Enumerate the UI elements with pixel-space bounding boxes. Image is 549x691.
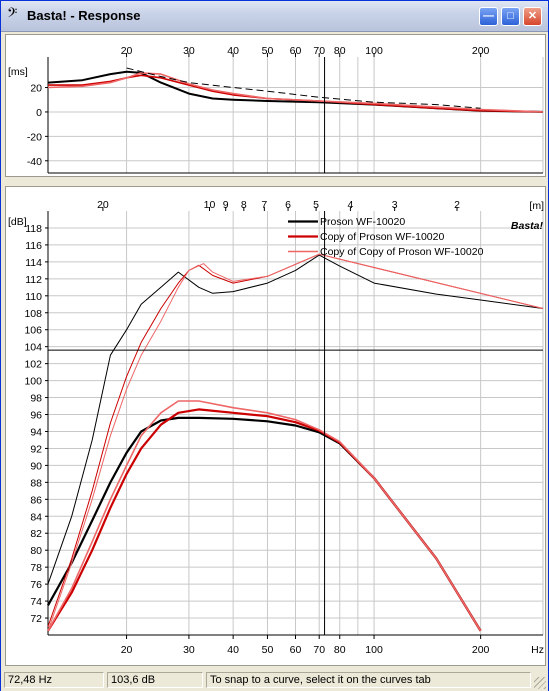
meter-tick-label: 8 xyxy=(241,199,247,211)
meter-tick-label: 6 xyxy=(285,199,291,211)
delay-curve-dashed xyxy=(126,67,481,109)
x-tick-label: 30 xyxy=(183,644,195,656)
meter-tick-label: 20 xyxy=(97,199,109,211)
status-hint: To snap to a curve, select it on the cur… xyxy=(206,672,531,688)
x-tick-label: 50 xyxy=(262,644,274,656)
resize-grip-icon[interactable] xyxy=(534,677,546,689)
minimize-button[interactable]: — xyxy=(479,7,498,26)
max-spl-curve-proson xyxy=(47,254,544,585)
meter-tick-label: 4 xyxy=(347,199,353,211)
meter-tick-label: 5 xyxy=(313,199,319,211)
y-tick-label: 84 xyxy=(30,511,42,523)
x-tick-label: 40 xyxy=(227,644,239,656)
legend-entry: Proson WF-10020 xyxy=(320,216,405,228)
x-tick-label: 50 xyxy=(262,45,274,57)
x-tick-label: 100 xyxy=(365,644,383,656)
response-chart[interactable]: 1181161141121101081061041021009896949290… xyxy=(6,187,546,666)
y-tick-label: 72 xyxy=(30,613,42,625)
meter-tick-label: 2 xyxy=(454,199,460,211)
title-bar[interactable]: 𝄢 Basta! - Response — □ ✕ xyxy=(1,1,548,32)
maximize-icon: □ xyxy=(507,10,514,22)
x-tick-label: 70 xyxy=(313,45,325,57)
y-tick-label: 78 xyxy=(30,562,42,574)
y-tick-label: 108 xyxy=(24,308,42,320)
y-tick-label: 94 xyxy=(30,426,42,438)
meter-tick-label: 10 xyxy=(204,199,216,211)
delay-curve-copy-of-copy xyxy=(47,72,544,113)
y-tick-label: 92 xyxy=(30,443,42,455)
y-tick-label: 76 xyxy=(30,579,42,591)
hz-unit-label: Hz xyxy=(531,644,544,656)
x-tick-label: 30 xyxy=(183,45,195,57)
x-tick-label: 20 xyxy=(121,45,133,57)
y-tick-label: 104 xyxy=(24,342,42,354)
max-spl-curve-copy-of-copy xyxy=(47,253,544,631)
maximize-button[interactable]: □ xyxy=(501,7,520,26)
x-tick-label: 70 xyxy=(313,644,325,656)
y-tick-label: 90 xyxy=(30,460,42,472)
y-tick-label: 118 xyxy=(25,223,42,235)
x-tick-label: 60 xyxy=(290,644,302,656)
close-icon: ✕ xyxy=(527,10,538,22)
y-tick-label: 116 xyxy=(25,240,42,252)
meter-tick-label: 7 xyxy=(261,199,267,211)
meter-unit-label: [m] xyxy=(529,200,544,212)
legend-entry: Copy of Copy of Proson WF-10020 xyxy=(320,246,484,258)
y-tick-label: 82 xyxy=(30,528,42,540)
status-bar: 72,48 Hz 103,6 dB To snap to a curve, se… xyxy=(1,669,548,691)
x-tick-label: 80 xyxy=(334,644,346,656)
bass-clef-icon: 𝄢 xyxy=(7,5,18,24)
y-tick-label: 86 xyxy=(30,494,42,506)
x-tick-label: 100 xyxy=(365,45,383,57)
db-unit-label: [dB] xyxy=(8,216,27,228)
y-tick-label: 100 xyxy=(24,376,42,388)
window-title: Basta! - Response xyxy=(27,8,141,23)
watermark: Basta! xyxy=(511,220,544,232)
y-tick-label: 80 xyxy=(30,545,42,557)
response-chart-pane[interactable]: 118 116 114 112 110 108 106 104 102 100 98 96 94 92 90… xyxy=(5,186,546,666)
response-curve-proson xyxy=(47,416,482,632)
y-tick-label: 102 xyxy=(24,359,42,371)
y-tick-label: 88 xyxy=(30,477,42,489)
y-tick-label: 20 xyxy=(30,83,42,95)
ms-unit-label: [ms] xyxy=(8,66,28,78)
status-level: 103,6 dB xyxy=(107,672,203,688)
legend-entry: Copy of Proson WF-10020 xyxy=(320,231,444,243)
timing-chart-pane[interactable]: 20 0 -20 -40 20 30 40 50 60 70 80 100 200 [ms] xyxy=(5,34,546,177)
x-tick-label: 60 xyxy=(290,45,302,57)
y-tick-label: 74 xyxy=(30,596,42,608)
meter-tick-label: 3 xyxy=(392,199,398,211)
status-frequency: 72,48 Hz xyxy=(4,672,104,688)
y-tick-label: 0 xyxy=(36,107,42,119)
y-tick-label: -20 xyxy=(27,131,42,143)
x-tick-label: 20 xyxy=(121,644,133,656)
x-tick-label: 200 xyxy=(472,644,490,656)
y-tick-label: 98 xyxy=(30,393,42,405)
y-tick-label: 106 xyxy=(24,325,42,337)
y-tick-label: 114 xyxy=(25,257,42,269)
max-spl-curve-copy xyxy=(47,253,544,627)
y-tick-label: 110 xyxy=(25,291,42,303)
response-curve-copy-of-copy xyxy=(47,400,482,632)
meter-tick-label: 9 xyxy=(223,199,229,211)
x-tick-label: 80 xyxy=(334,45,346,57)
y-tick-label: 96 xyxy=(30,410,42,422)
response-curve-copy xyxy=(47,408,482,632)
x-tick-label: 200 xyxy=(472,45,490,57)
x-tick-label: 40 xyxy=(227,45,239,57)
y-tick-label: -40 xyxy=(27,156,42,168)
y-tick-label: 112 xyxy=(25,274,42,286)
close-button[interactable]: ✕ xyxy=(523,7,542,26)
minimize-icon: — xyxy=(483,10,494,22)
